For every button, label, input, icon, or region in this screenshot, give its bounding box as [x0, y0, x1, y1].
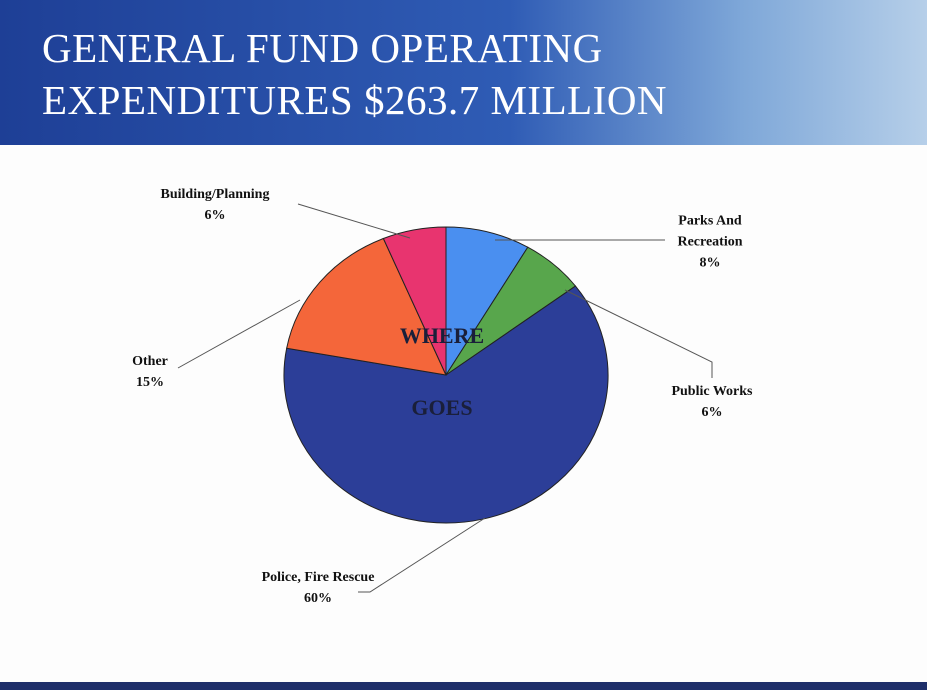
pie-slice	[382, 226, 447, 376]
slice-label: Building/Planning 6%	[155, 184, 275, 226]
slice-label: Parks And Recreation 8%	[650, 211, 770, 274]
slice-label: Other 15%	[90, 351, 210, 393]
slice-label: Public Works 6%	[652, 381, 772, 423]
category-label: Parks And Recreation	[677, 213, 743, 250]
value-label: 15%	[136, 375, 164, 390]
leader-line	[358, 517, 486, 593]
category-label: Other	[132, 354, 168, 369]
category-label: Public Works	[671, 384, 753, 399]
slice-label: Police, Fire Rescue 60%	[258, 567, 378, 609]
leader-line	[177, 299, 301, 369]
category-label: Police, Fire Rescue	[261, 570, 375, 585]
annotation: WHERE	[400, 323, 484, 348]
chart-title: GENERAL FUND OPERATING EXPENDITURES $263…	[42, 25, 668, 123]
leader-line	[564, 289, 713, 378]
category-label: Building/Planning	[160, 187, 270, 202]
value-label: 8%	[699, 255, 721, 271]
value-label: 6%	[701, 405, 723, 420]
leader-line	[297, 203, 411, 239]
value-label: 6%	[204, 208, 226, 223]
pie-slice	[286, 237, 447, 376]
footer-band	[0, 682, 927, 690]
header-band: GENERAL FUND OPERATING EXPENDITURES $263…	[0, 0, 927, 145]
value-label: 60%	[304, 591, 332, 606]
pie-slice	[445, 226, 529, 377]
annotation: GOES	[411, 395, 472, 420]
